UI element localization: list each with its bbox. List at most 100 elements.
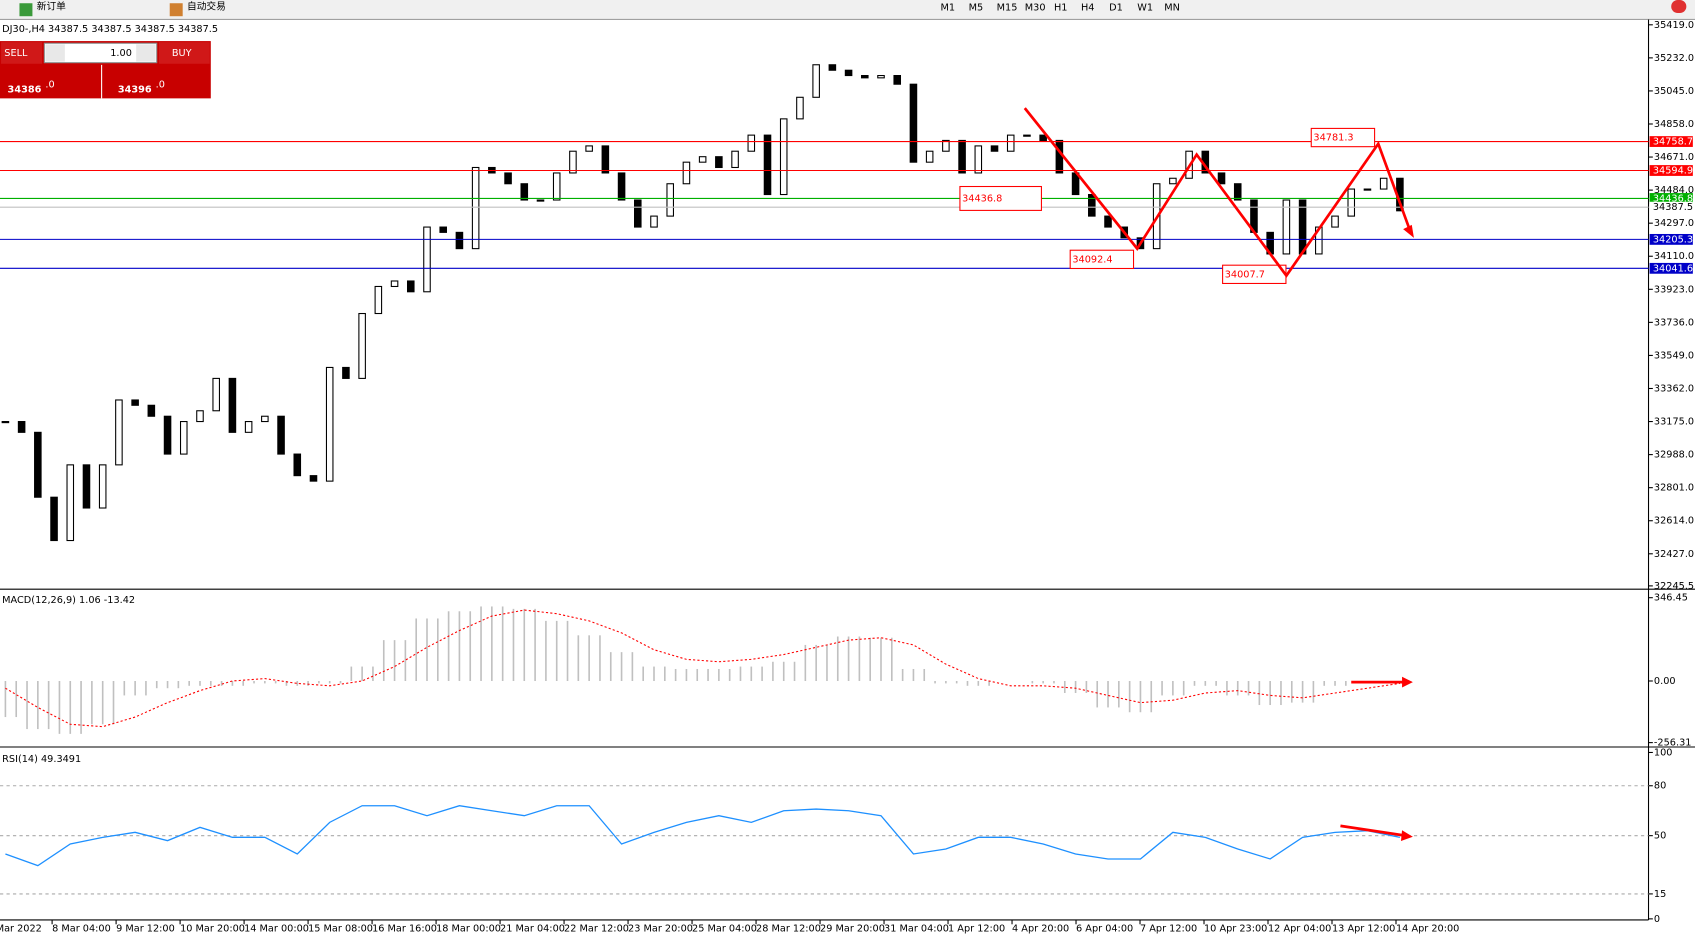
time-label: 22 Mar 12:00 [564, 924, 629, 934]
price-annotation: 34007.7 [1225, 269, 1265, 280]
candle [715, 156, 723, 169]
price-label: 34041.6 [1653, 263, 1693, 274]
pattern-drawing [1023, 107, 1414, 842]
candle [844, 69, 853, 77]
price-label: 34387.5 [1653, 202, 1693, 213]
time-label: 8 Mar 04:00 [52, 924, 111, 934]
timeframe-button[interactable]: H1 [1054, 3, 1067, 14]
auto-trade-icon[interactable] [169, 3, 183, 17]
timeframe-button[interactable]: M30 [1025, 3, 1046, 14]
candle [877, 75, 885, 79]
lot-value[interactable]: 1.00 [110, 48, 132, 59]
timeframe-button[interactable]: M15 [997, 3, 1018, 14]
y-tick-label: 80 [1654, 781, 1666, 792]
y-tick-label: 346.45 [1654, 593, 1688, 604]
sell-price-big[interactable]: .0 [45, 79, 54, 90]
candle [244, 421, 253, 433]
buy-price-big[interactable]: .0 [156, 79, 165, 90]
candle [293, 453, 302, 477]
time-label: 7 Apr 12:00 [1140, 924, 1197, 934]
candle [390, 280, 399, 288]
price-label: 34758.7 [1653, 137, 1693, 148]
candle [50, 496, 58, 542]
price-label-bg [1649, 262, 1693, 274]
buy-button[interactable] [158, 42, 210, 64]
timeframe-button[interactable]: H4 [1081, 3, 1094, 14]
y-tick-label: 35232.0 [1654, 53, 1694, 64]
time-label: 9 Mar 12:00 [116, 924, 175, 934]
candle [1055, 139, 1064, 174]
time-label: 29 Mar 20:00 [820, 924, 885, 934]
y-tick-label: 0 [1654, 914, 1660, 925]
y-tick-label: 34858.0 [1654, 119, 1694, 130]
arrow-head [1400, 830, 1413, 842]
timeframe-button[interactable]: M1 [940, 3, 955, 14]
y-tick-label: 35045.0 [1654, 86, 1694, 97]
arrow-head [1403, 224, 1414, 238]
candle [66, 464, 75, 542]
sell-label[interactable]: SELL [4, 48, 28, 59]
time-label: 31 Mar 04:00 [884, 924, 949, 934]
time-label: 6 Apr 04:00 [1076, 924, 1133, 934]
candle [212, 377, 220, 412]
timeframe-button[interactable]: W1 [1137, 3, 1153, 14]
time-label: 10 Apr 23:00 [1204, 924, 1267, 934]
lot-down[interactable] [45, 44, 65, 62]
alert-badge[interactable] [1671, 0, 1687, 13]
buy-label[interactable]: BUY [172, 48, 192, 59]
candle [115, 399, 123, 466]
y-tick-label: 35419.0 [1654, 20, 1694, 31]
candle [504, 172, 512, 185]
buy-price[interactable]: 34396 [118, 85, 152, 96]
time-label: 4 Apr 20:00 [1012, 924, 1069, 934]
y-tick-label: -256.31 [1654, 738, 1692, 749]
annotation-box [1310, 127, 1376, 148]
candle [1347, 188, 1356, 217]
timeframe-button[interactable]: D1 [1109, 3, 1123, 14]
rsi-line [5, 805, 1401, 867]
candle [796, 96, 804, 120]
timeframe-button[interactable]: MN [1164, 3, 1180, 14]
candle [439, 226, 447, 233]
time-label: 21 Mar 04:00 [500, 924, 565, 934]
timeframe-button[interactable]: M5 [969, 3, 984, 14]
annotation-box [959, 185, 1042, 211]
candle [731, 150, 739, 169]
toolbar [0, 0, 1695, 20]
sell-button[interactable] [1, 42, 43, 64]
lot-up[interactable] [136, 44, 156, 62]
candle [698, 156, 707, 163]
time-label: Mar 2022 [0, 924, 42, 934]
time-label: 23 Mar 20:00 [628, 924, 693, 934]
candle [666, 183, 675, 217]
candle [974, 145, 983, 174]
price-annotation: 34781.3 [1313, 133, 1353, 144]
time-label: 15 Mar 08:00 [308, 924, 373, 934]
candle [828, 64, 837, 71]
candle [423, 226, 431, 293]
y-tick-label: 34297.0 [1654, 218, 1694, 229]
rsi-arrow [1340, 824, 1406, 837]
candle [585, 145, 593, 152]
candle [131, 399, 139, 406]
time-label: 14 Apr 20:00 [1396, 924, 1459, 934]
new-order-button[interactable]: 新订单 [37, 0, 66, 12]
new-order-icon[interactable] [19, 3, 33, 17]
candle [536, 199, 545, 202]
sell-price[interactable]: 34386 [8, 85, 42, 96]
annotation-box [1069, 249, 1135, 270]
lot-input[interactable] [43, 42, 158, 64]
y-tick-label: 32801.0 [1654, 483, 1694, 494]
y-tick-label: 33175.0 [1654, 417, 1694, 428]
candle [179, 421, 188, 455]
candle [1039, 134, 1047, 141]
auto-trade-button[interactable]: 自动交易 [187, 0, 226, 12]
candle [277, 415, 285, 455]
candle [228, 377, 237, 433]
y-tick-label: 34671.0 [1654, 152, 1694, 163]
y-tick-label: 34484.0 [1654, 185, 1694, 196]
y-tick-label: 32614.0 [1654, 516, 1694, 527]
candle [925, 150, 934, 163]
candle [17, 421, 26, 433]
